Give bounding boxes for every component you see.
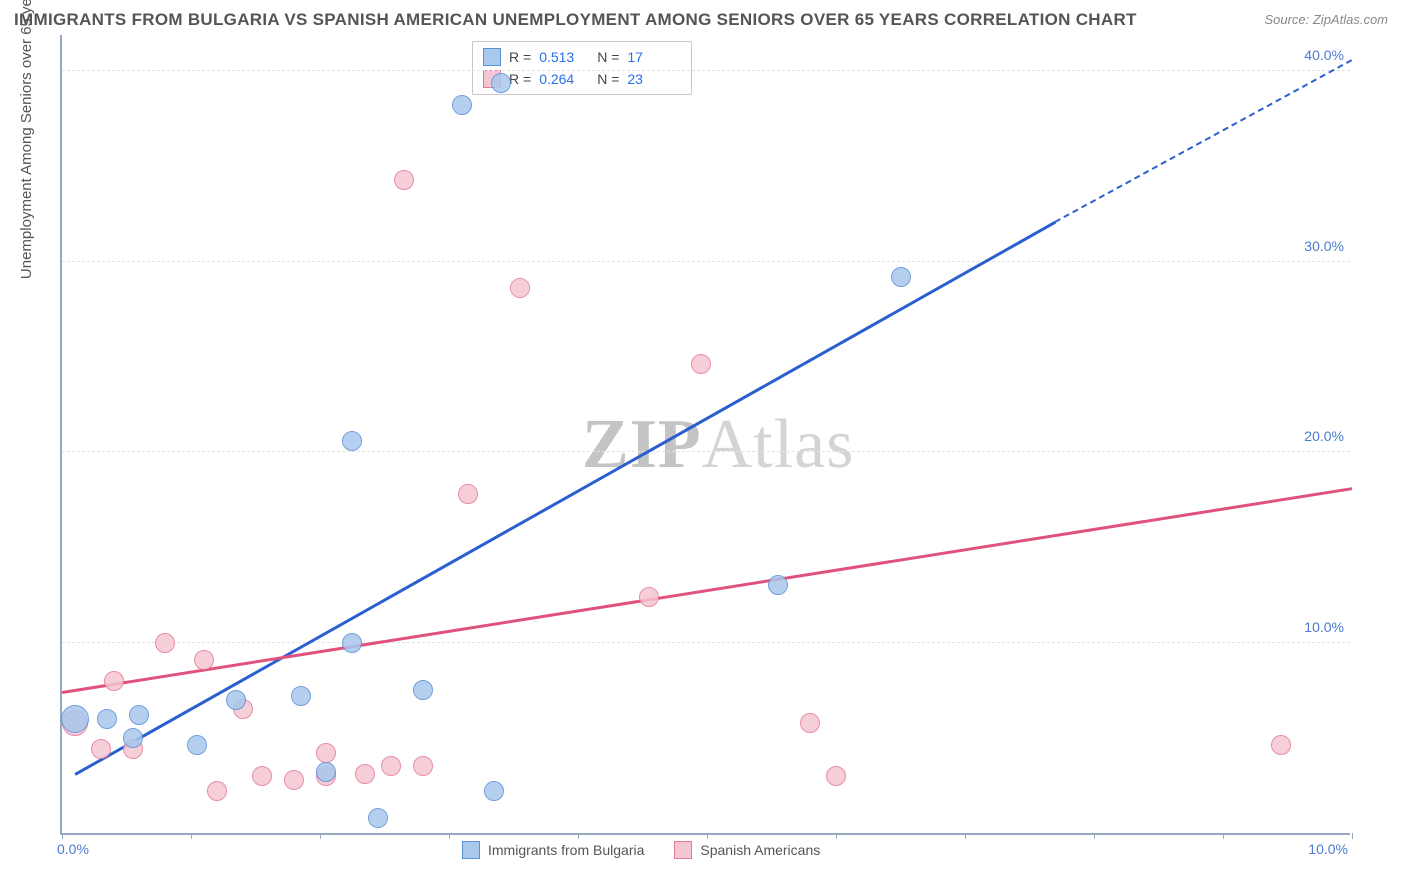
x-tick (449, 833, 450, 839)
data-point (342, 633, 362, 653)
chart-title: IMMIGRANTS FROM BULGARIA VS SPANISH AMER… (14, 10, 1137, 30)
swatch-bulgaria (483, 48, 501, 66)
x-tick (320, 833, 321, 839)
data-point (826, 766, 846, 786)
gridline (62, 70, 1350, 71)
x-tick (707, 833, 708, 839)
x-tick (1094, 833, 1095, 839)
data-point (129, 705, 149, 725)
data-point (368, 808, 388, 828)
gridline (62, 451, 1350, 452)
y-tick-label: 30.0% (1304, 238, 1344, 254)
x-tick (62, 833, 63, 839)
data-point (194, 650, 214, 670)
data-point (381, 756, 401, 776)
data-point (342, 431, 362, 451)
x-tick (191, 833, 192, 839)
data-point (413, 680, 433, 700)
data-point (97, 709, 117, 729)
gridline (62, 642, 1350, 643)
data-point (316, 743, 336, 763)
watermark: ZIPAtlas (582, 405, 854, 485)
plot-area: ZIPAtlas R = 0.513 N = 17 R = 0.264 N = … (60, 35, 1350, 835)
data-point (768, 575, 788, 595)
data-point (123, 728, 143, 748)
y-tick-label: 40.0% (1304, 47, 1344, 63)
regression-line (62, 488, 1352, 694)
data-point (394, 170, 414, 190)
data-point (187, 735, 207, 755)
data-point (800, 713, 820, 733)
data-point (413, 756, 433, 776)
x-max-label: 10.0% (1308, 841, 1348, 857)
data-point (691, 354, 711, 374)
swatch-spanish-icon (674, 841, 692, 859)
x-tick (836, 833, 837, 839)
regression-line (74, 221, 1056, 776)
data-point (510, 278, 530, 298)
data-point (452, 95, 472, 115)
data-point (458, 484, 478, 504)
data-point (316, 762, 336, 782)
data-point (891, 267, 911, 287)
x-tick (965, 833, 966, 839)
x-tick (1352, 833, 1353, 839)
data-point (1271, 735, 1291, 755)
y-axis-title: Unemployment Among Seniors over 65 years (18, 0, 35, 279)
y-tick-label: 10.0% (1304, 619, 1344, 635)
data-point (252, 766, 272, 786)
source-label: Source: ZipAtlas.com (1264, 12, 1388, 27)
data-point (639, 587, 659, 607)
data-point (484, 781, 504, 801)
swatch-bulgaria-icon (462, 841, 480, 859)
series-legend: Immigrants from Bulgaria Spanish America… (462, 841, 820, 859)
x-tick (1223, 833, 1224, 839)
data-point (207, 781, 227, 801)
data-point (355, 764, 375, 784)
y-tick-label: 20.0% (1304, 428, 1344, 444)
data-point (61, 705, 89, 733)
legend-item-bulgaria: Immigrants from Bulgaria (462, 841, 644, 859)
data-point (291, 686, 311, 706)
data-point (104, 671, 124, 691)
data-point (284, 770, 304, 790)
data-point (226, 690, 246, 710)
data-point (91, 739, 111, 759)
data-point (491, 73, 511, 93)
x-tick (578, 833, 579, 839)
legend-row-spanish: R = 0.264 N = 23 (483, 68, 677, 90)
gridline (62, 261, 1350, 262)
regression-line (1055, 60, 1353, 224)
x-origin-label: 0.0% (57, 841, 89, 857)
legend-row-bulgaria: R = 0.513 N = 17 (483, 46, 677, 68)
legend-item-spanish: Spanish Americans (674, 841, 820, 859)
data-point (155, 633, 175, 653)
